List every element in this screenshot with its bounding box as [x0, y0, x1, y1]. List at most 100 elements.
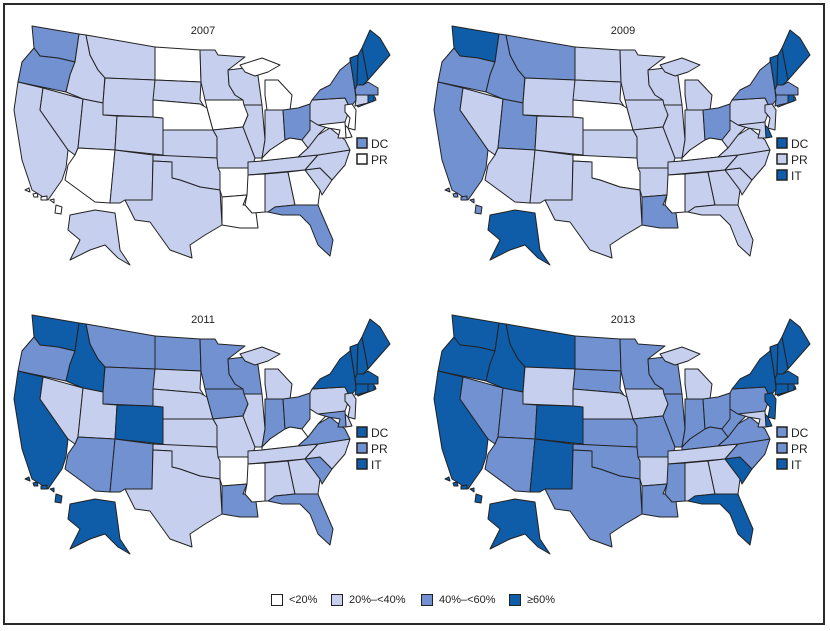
panel-year-title: 2013 — [611, 314, 635, 326]
state-AZ — [484, 436, 536, 493]
territory-box-dc — [776, 137, 788, 149]
legend-item-20to40: 20%–<40% — [331, 594, 406, 606]
territory-label: PR — [791, 153, 808, 167]
state-FL — [267, 493, 334, 546]
state-ND — [154, 335, 202, 372]
state-ME — [781, 318, 811, 370]
legend-label: ≥60% — [527, 594, 556, 606]
state-PA — [729, 386, 771, 415]
territory-box-pr — [776, 153, 788, 165]
state-NH — [776, 47, 789, 86]
territory-label: DC — [791, 426, 809, 440]
state-KS — [582, 129, 638, 159]
state-AZ — [64, 147, 116, 204]
territory-label: PR — [371, 153, 388, 167]
state-ME — [361, 318, 391, 370]
map-panel-2011: 2011 DC PR IT — [13, 314, 391, 555]
state-RI — [787, 94, 795, 104]
territory-label: DC — [371, 137, 389, 151]
state-MD — [317, 121, 347, 139]
state-CO — [534, 115, 584, 156]
state-PA — [729, 97, 771, 126]
state-KS — [162, 418, 218, 448]
state-CO — [114, 115, 164, 156]
state-ME — [361, 29, 391, 81]
territory-label: PR — [371, 442, 388, 456]
state-PA — [309, 97, 351, 126]
state-AK — [487, 209, 551, 266]
state-HI — [24, 476, 63, 504]
state-NM — [109, 149, 154, 204]
figure-frame — [3, 3, 825, 625]
panel-year-title: 2011 — [191, 314, 215, 326]
state-ND — [574, 46, 622, 83]
state-AK — [67, 209, 131, 266]
state-CO — [534, 404, 584, 445]
state-TX — [124, 449, 223, 548]
state-CT — [354, 94, 369, 107]
state-HI — [444, 476, 483, 504]
state-GA — [287, 458, 321, 495]
territory-label: IT — [371, 458, 382, 472]
territory-label: IT — [791, 458, 802, 472]
state-MD — [737, 121, 767, 139]
state-MS — [664, 462, 686, 503]
territory-label: DC — [371, 426, 389, 440]
legend-item-lt20: <20% — [271, 594, 317, 606]
territory-box-it — [776, 458, 788, 470]
legend-swatch — [421, 594, 433, 606]
legend: <20% 20%–<40% 40%–<60% ≥60% — [0, 594, 830, 610]
state-GA — [707, 169, 741, 206]
legend-swatch — [271, 594, 283, 606]
legend-swatch — [509, 594, 521, 606]
state-TX — [544, 160, 643, 259]
territory-label: PR — [791, 442, 808, 456]
state-CT — [774, 94, 789, 107]
state-FL — [267, 204, 334, 257]
state-MD — [317, 410, 347, 428]
legend-item-40to60: 40%–<60% — [421, 594, 496, 606]
territory-box-dc — [776, 426, 788, 438]
state-MS — [664, 173, 686, 214]
state-NJ — [344, 103, 357, 131]
state-NJ — [344, 392, 357, 420]
state-NH — [356, 336, 369, 375]
state-RI — [367, 94, 375, 104]
state-GA — [707, 458, 741, 495]
state-WY — [102, 366, 156, 407]
state-AK — [67, 498, 131, 555]
territory-label: DC — [791, 137, 809, 151]
territory-box-dc — [356, 137, 368, 149]
state-RI — [367, 383, 375, 393]
state-ND — [574, 335, 622, 372]
map-panel-2013: 2013 DC PR IT — [433, 314, 811, 555]
state-IA — [624, 388, 669, 420]
state-NM — [529, 149, 574, 204]
state-WY — [102, 77, 156, 118]
state-IA — [204, 99, 249, 131]
state-ME — [781, 29, 811, 81]
map-panel-2009: 2009 DC PR IT — [433, 25, 811, 266]
state-ND — [154, 46, 202, 83]
territory-box-it — [356, 458, 368, 470]
state-WY — [522, 366, 576, 407]
state-AK — [487, 498, 551, 555]
territory-box-it — [776, 169, 788, 181]
state-NJ — [764, 103, 777, 131]
state-KS — [582, 418, 638, 448]
territory-box-dc — [356, 426, 368, 438]
legend-swatch — [331, 594, 343, 606]
state-CT — [354, 383, 369, 396]
state-NM — [109, 438, 154, 493]
state-KS — [162, 129, 218, 159]
legend-label: <20% — [289, 594, 318, 606]
state-IA — [624, 99, 669, 131]
state-NH — [356, 47, 369, 86]
state-FL — [687, 204, 754, 257]
state-AZ — [484, 147, 536, 204]
state-CT — [774, 383, 789, 396]
state-GA — [287, 169, 321, 206]
panel-year-title: 2007 — [191, 25, 215, 37]
state-RI — [787, 383, 795, 393]
